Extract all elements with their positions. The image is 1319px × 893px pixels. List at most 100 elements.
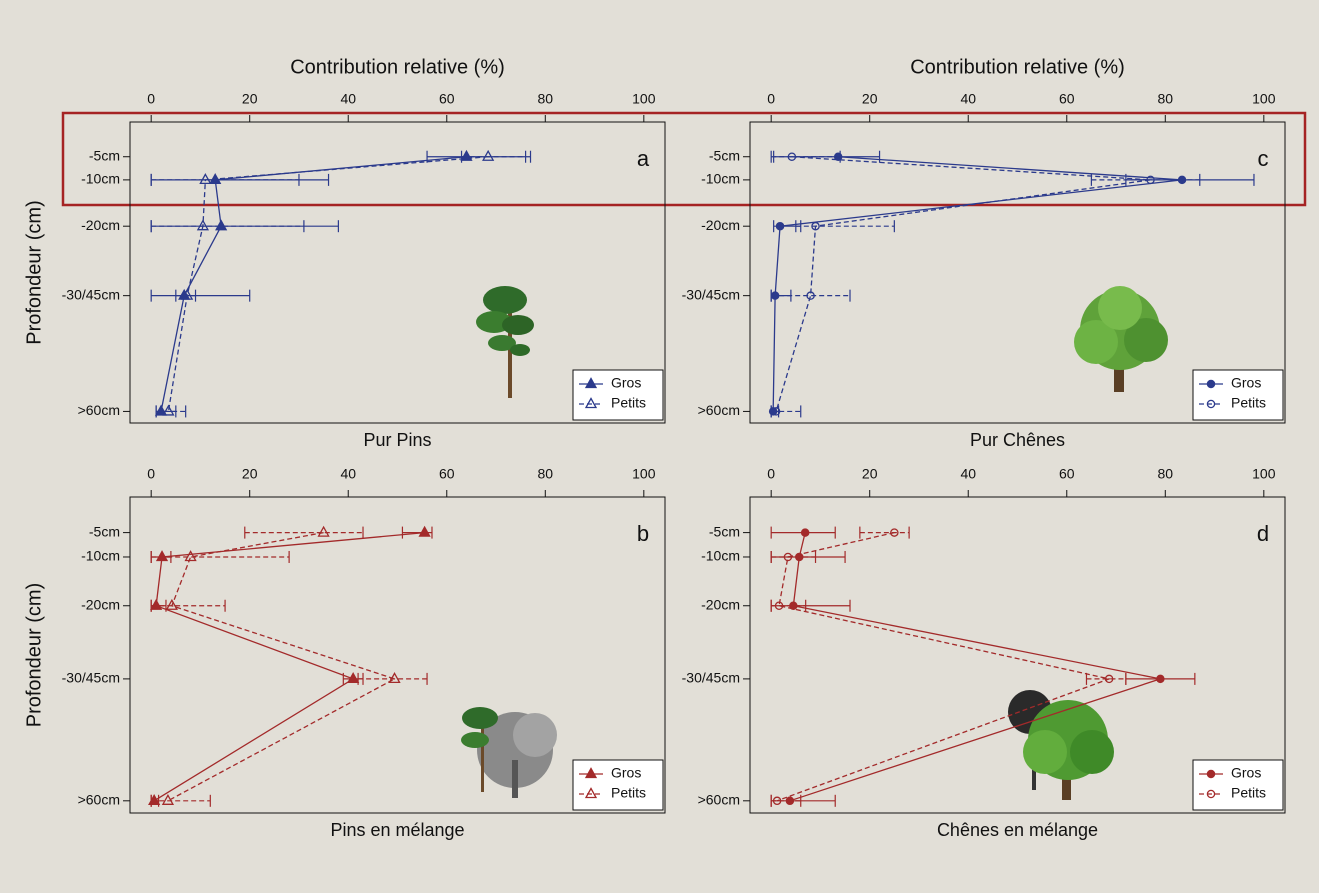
marker (584, 397, 598, 409)
legend-box (1192, 759, 1284, 811)
marker (181, 288, 194, 300)
y-tick-label: -10cm (81, 548, 120, 564)
y-tick-label: -5cm (89, 523, 120, 539)
x-tick-label: 80 (538, 466, 554, 482)
x-tick-label: 40 (340, 91, 356, 107)
plot-frame (129, 496, 666, 814)
marker (347, 672, 360, 684)
mixed-oak-illustration (1008, 690, 1114, 800)
marker (150, 598, 163, 610)
x-tick-label: 0 (767, 91, 775, 107)
x-tick-label: 20 (862, 466, 878, 482)
x-tick-label: 80 (1158, 91, 1174, 107)
panel-title: Pur Pins (363, 430, 431, 450)
y-tick-label: -5cm (89, 147, 120, 163)
marker (775, 221, 785, 231)
marker (215, 219, 228, 231)
marker (199, 173, 212, 185)
y-axis-label: Profondeur (cm) (23, 583, 45, 728)
marker (482, 149, 495, 161)
marker (161, 793, 175, 805)
x-tick-label: 100 (1252, 91, 1276, 107)
x-tick-label: 40 (960, 91, 976, 107)
x-tick-label: 100 (632, 91, 656, 107)
marker (584, 767, 598, 779)
marker (1206, 769, 1216, 779)
x-tick-label: 60 (439, 466, 455, 482)
x-tick-label: 0 (767, 466, 775, 482)
series-line (776, 531, 1112, 802)
plot-frame (749, 121, 1286, 424)
x-tick-label: 60 (1059, 91, 1075, 107)
marker (771, 407, 781, 416)
marker (1146, 175, 1155, 185)
panel-letter: c (1258, 146, 1269, 171)
legend-label: Gros (611, 765, 641, 781)
y-tick-label: >60cm (698, 402, 740, 418)
marker (1206, 399, 1216, 409)
marker (811, 221, 820, 231)
marker (165, 598, 178, 610)
y-tick-label: -20cm (81, 217, 120, 233)
y-tick-label: -20cm (701, 217, 740, 233)
x-tick-label: 60 (439, 91, 455, 107)
legend-label: Gros (1231, 375, 1261, 391)
legend-label: Petits (1231, 395, 1266, 411)
mixed-pine-illustration (461, 707, 557, 798)
marker (388, 672, 401, 684)
legend-box (1192, 369, 1284, 421)
y-axis-label: Profondeur (cm) (23, 200, 45, 345)
x-tick-label: 40 (960, 466, 976, 482)
x-tick-label: 80 (538, 91, 554, 107)
y-tick-label: -30/45cm (682, 670, 740, 686)
panel-letter: a (637, 146, 650, 171)
legend-label: Gros (611, 375, 641, 391)
x-tick-label: 100 (1252, 466, 1276, 482)
legend-label: Petits (1231, 785, 1266, 801)
marker (584, 377, 598, 389)
pine-illustration (476, 286, 534, 398)
x-tick-label: 40 (340, 466, 356, 482)
marker (196, 219, 210, 231)
y-tick-label: -30/45cm (62, 670, 120, 686)
marker (317, 525, 330, 537)
panel-title: Pins en mélange (330, 820, 464, 840)
marker (772, 796, 782, 806)
marker (800, 528, 810, 537)
y-tick-label: >60cm (698, 792, 740, 808)
x-tick-label: 80 (1158, 466, 1174, 482)
marker (184, 550, 197, 562)
marker (787, 152, 797, 161)
marker (1104, 674, 1114, 684)
y-tick-label: -30/45cm (62, 286, 120, 302)
marker (418, 525, 431, 537)
y-tick-label: -10cm (81, 171, 120, 187)
marker (774, 601, 784, 610)
y-tick-label: -20cm (701, 596, 740, 612)
legend-label: Petits (611, 395, 646, 411)
x-tick-label: 20 (242, 91, 258, 107)
y-tick-label: -20cm (81, 596, 120, 612)
x-tick-label: 0 (147, 466, 155, 482)
x-tick-label: 100 (632, 466, 656, 482)
marker (162, 404, 175, 416)
plot-frame (749, 496, 1286, 814)
x-tick-label: 20 (242, 466, 258, 482)
y-tick-label: -10cm (701, 171, 740, 187)
plot-frame (129, 121, 666, 424)
y-tick-label: -30/45cm (682, 286, 740, 302)
marker (783, 552, 793, 562)
y-tick-label: -5cm (709, 147, 740, 163)
marker (154, 404, 168, 416)
panel-letter: d (1257, 521, 1269, 546)
x-tick-label: 60 (1059, 466, 1075, 482)
x-axis-label: Contribution relative (%) (290, 56, 505, 78)
y-tick-label: -5cm (709, 523, 740, 539)
y-tick-label: >60cm (78, 792, 120, 808)
marker (155, 550, 169, 562)
marker (1206, 789, 1216, 799)
marker (890, 528, 899, 537)
marker (1206, 379, 1216, 389)
